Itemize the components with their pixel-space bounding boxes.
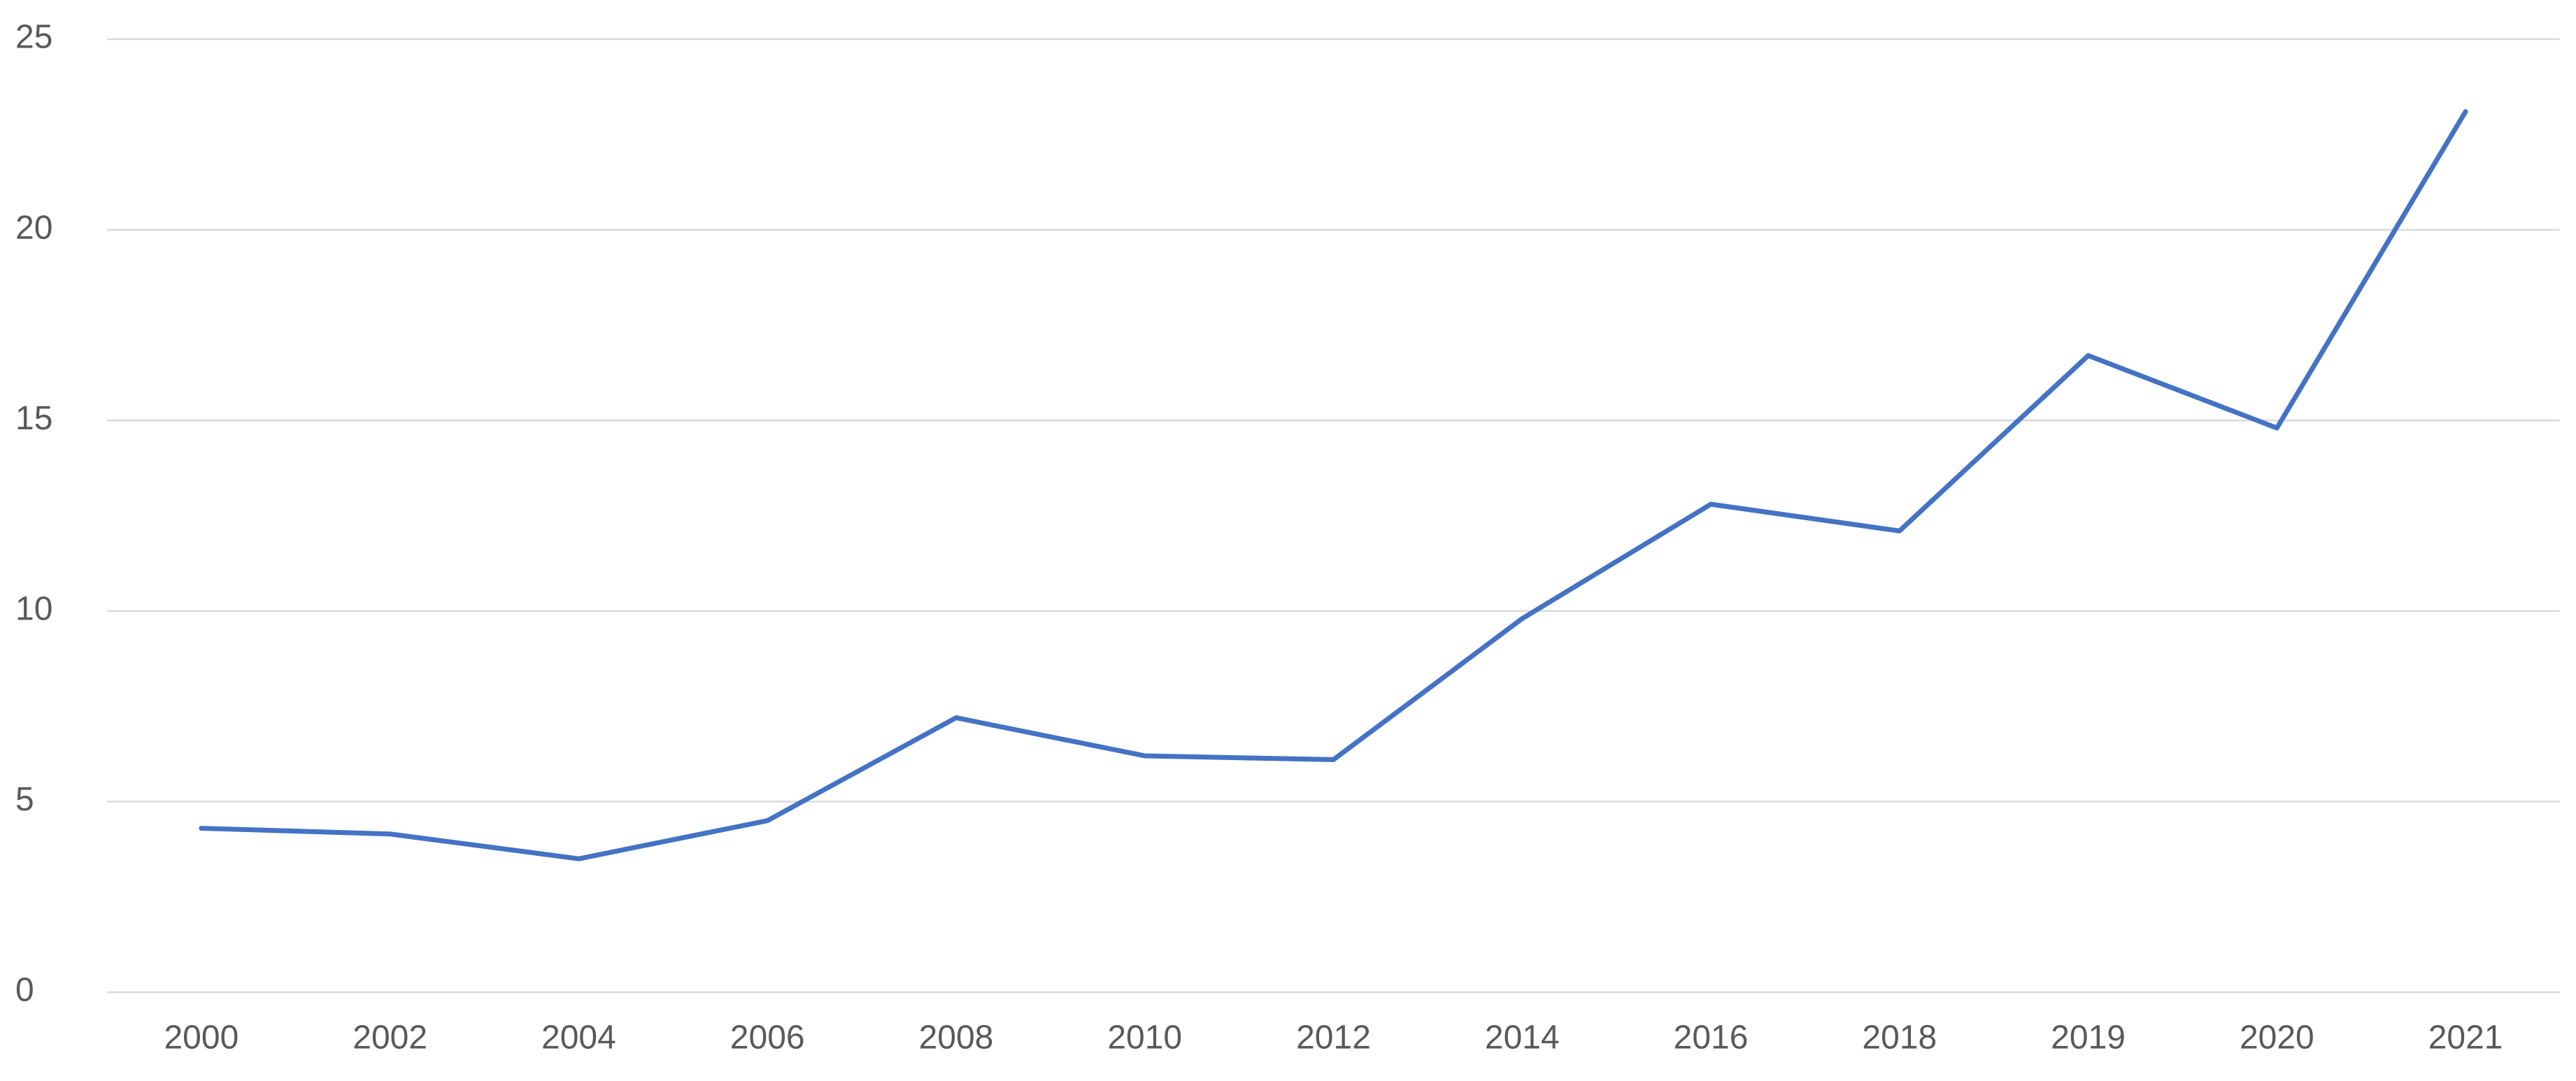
y-tick-label: 20 [15, 209, 52, 246]
data-line [199, 109, 2468, 861]
y-tick-label: 15 [15, 400, 52, 437]
x-tick-label: 2014 [1485, 1019, 1560, 1057]
x-tick-label: 2004 [541, 1019, 616, 1057]
x-tick-label: 2016 [1674, 1019, 1749, 1057]
y-tick-label: 5 [15, 781, 34, 818]
x-tick-label: 2008 [919, 1019, 994, 1057]
x-tick-label: 2019 [2051, 1019, 2126, 1057]
x-tick-label: 2018 [1862, 1019, 1937, 1057]
y-tick-label: 0 [15, 972, 34, 1009]
x-tick-label: 2006 [730, 1019, 805, 1057]
y-tick-label: 25 [15, 19, 52, 56]
x-tick-label: 2002 [353, 1019, 427, 1057]
x-tick-label: 2010 [1107, 1019, 1182, 1057]
x-tick-label: 2012 [1296, 1019, 1371, 1057]
x-tick-label: 2021 [2428, 1019, 2503, 1057]
x-tick-label: 2000 [164, 1019, 239, 1057]
y-tick-label: 10 [15, 590, 52, 627]
x-tick-label: 2020 [2240, 1019, 2314, 1057]
